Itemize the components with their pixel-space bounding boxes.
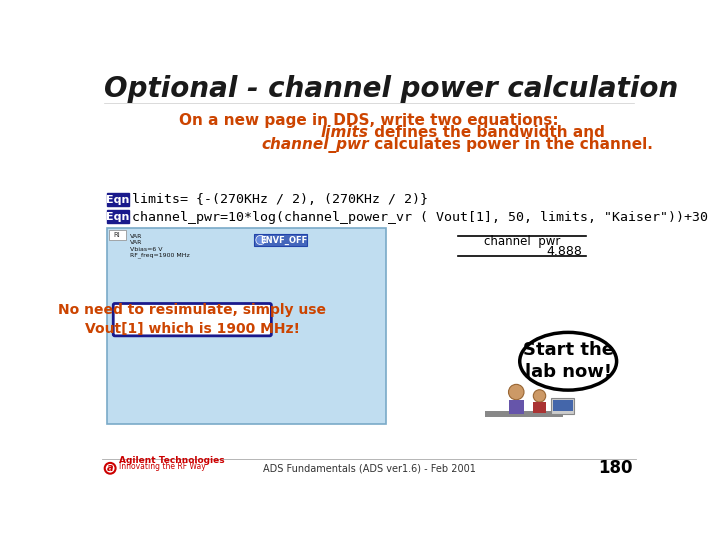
Text: channel  pwr: channel pwr	[484, 234, 560, 248]
FancyBboxPatch shape	[107, 193, 129, 206]
FancyBboxPatch shape	[107, 228, 386, 424]
Text: RI: RI	[114, 232, 120, 238]
FancyBboxPatch shape	[254, 234, 307, 246]
Text: Eqn: Eqn	[107, 194, 130, 205]
Text: ENVF_OFF: ENVF_OFF	[260, 235, 307, 245]
FancyBboxPatch shape	[107, 211, 129, 224]
FancyBboxPatch shape	[113, 303, 271, 336]
Text: a: a	[107, 463, 114, 473]
Circle shape	[104, 463, 116, 474]
FancyBboxPatch shape	[485, 411, 563, 417]
Circle shape	[256, 235, 265, 245]
FancyBboxPatch shape	[508, 400, 524, 414]
Text: Optional - channel power calculation: Optional - channel power calculation	[104, 76, 678, 104]
Text: limits: limits	[321, 125, 369, 140]
FancyBboxPatch shape	[551, 398, 575, 414]
Text: Innovating the RF Way: Innovating the RF Way	[119, 462, 205, 471]
Text: Eqn: Eqn	[107, 212, 130, 222]
Text: defines the bandwidth and: defines the bandwidth and	[369, 125, 605, 140]
Text: 180: 180	[598, 460, 632, 477]
Text: limits= {-(270KHz / 2), (270KHz / 2)}: limits= {-(270KHz / 2), (270KHz / 2)}	[132, 193, 428, 206]
Text: Start the
lab now!: Start the lab now!	[523, 341, 613, 381]
Text: channel_pwr=10*log(channel_power_vr ( Vout[1], 50, limits, "Kaiser"))+30: channel_pwr=10*log(channel_power_vr ( Vo…	[132, 211, 708, 224]
Text: No need to resimulate, simply use
Vout[1] which is 1900 MHz!: No need to resimulate, simply use Vout[1…	[58, 303, 326, 336]
Ellipse shape	[520, 333, 616, 390]
Text: VAR
VAR
Vbias=6 V
RF_freq=1900 MHz: VAR VAR Vbias=6 V RF_freq=1900 MHz	[130, 234, 190, 259]
FancyBboxPatch shape	[534, 402, 546, 413]
Text: channel_pwr: channel_pwr	[261, 137, 369, 153]
Circle shape	[508, 384, 524, 400]
FancyBboxPatch shape	[553, 400, 573, 411]
Text: On a new page in DDS, write two equations:: On a new page in DDS, write two equation…	[179, 113, 559, 128]
Text: 4.888: 4.888	[546, 245, 582, 259]
Text: Agilent Technologies: Agilent Technologies	[119, 456, 225, 465]
Circle shape	[534, 390, 546, 402]
FancyBboxPatch shape	[109, 230, 126, 240]
Text: ADS Fundamentals (ADS ver1.6) - Feb 2001: ADS Fundamentals (ADS ver1.6) - Feb 2001	[263, 463, 475, 473]
Text: calculates power in the channel.: calculates power in the channel.	[369, 137, 653, 152]
